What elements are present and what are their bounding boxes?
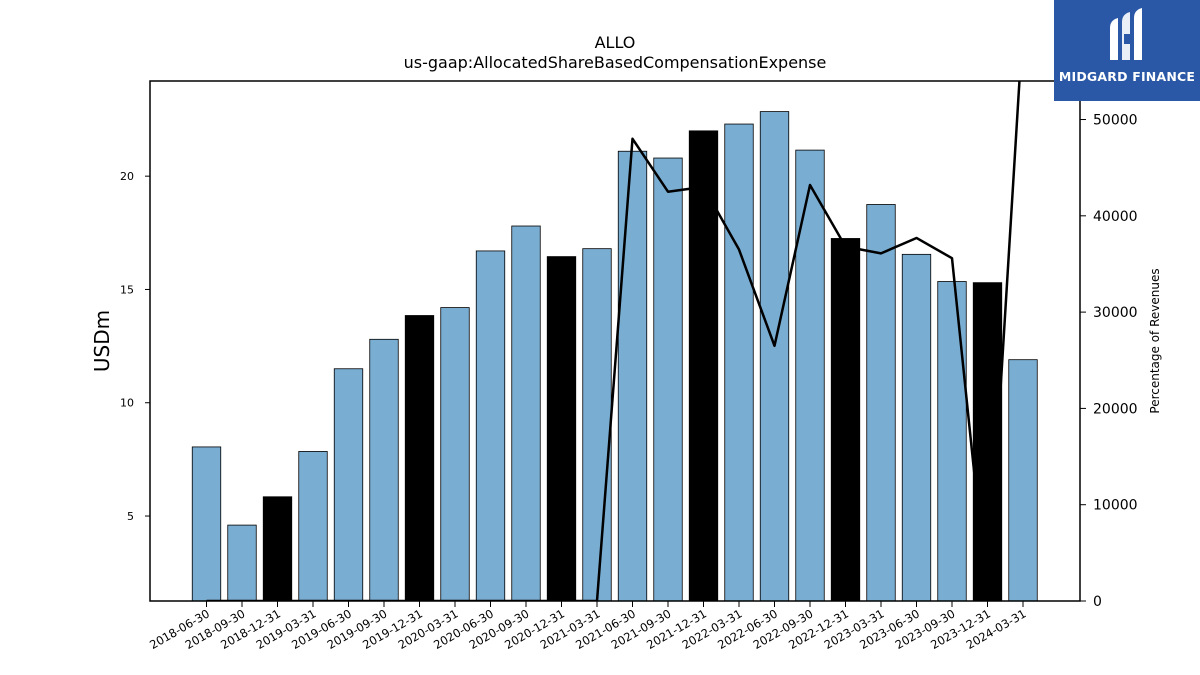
bar-2020-06-30	[475, 250, 506, 602]
bar-2023-03-31	[866, 204, 896, 602]
chart-subtitle: us-gaap:AllocatedShareBasedCompensationE…	[404, 53, 827, 72]
y2-tick-label-0: 0	[1093, 594, 1102, 610]
bar-2022-03-31	[724, 123, 754, 602]
bar-2020-12-31	[546, 256, 577, 602]
y-tick-label-20: 20	[120, 170, 134, 183]
bar-2019-12-31	[404, 315, 435, 602]
bar-2020-09-30	[511, 225, 541, 602]
y2-tick-label-30000: 30000	[1093, 305, 1138, 321]
bar-2019-09-30	[369, 338, 399, 602]
chart-title: ALLO	[595, 33, 636, 52]
bar-2022-12-31	[830, 238, 861, 602]
bar-2019-03-31	[298, 451, 328, 602]
bar-2021-12-31	[688, 130, 719, 602]
bar-2022-06-30	[759, 111, 790, 602]
y2-tick-label-20000: 20000	[1093, 401, 1138, 417]
y2-tick-label-10000: 10000	[1093, 498, 1138, 514]
y-tick-label-10: 10	[120, 397, 134, 410]
line-series	[206, 81, 1021, 601]
y-axis-label: USDm	[90, 310, 114, 372]
bar-2023-06-30	[901, 253, 932, 602]
midgard-logo-icon	[1110, 8, 1142, 60]
y-tick-label-15: 15	[120, 283, 134, 296]
bar-2020-03-31	[440, 307, 470, 602]
bar-2019-06-30	[333, 368, 364, 602]
y2-axis-label: Percentage of Revenues	[1148, 268, 1162, 413]
bar-2021-06-30	[617, 150, 648, 602]
bar-2022-09-30	[795, 149, 825, 602]
bar-2021-09-30	[653, 157, 683, 602]
bar-2018-12-31	[262, 496, 293, 602]
bar-2024-03-31	[1008, 359, 1038, 602]
brand-name: MIDGARD FINANCE	[1058, 69, 1196, 84]
y2-tick-label-50000: 50000	[1093, 113, 1138, 129]
bar-2023-09-30	[937, 281, 967, 602]
bar-2018-06-30	[191, 446, 222, 602]
bar-2021-03-31	[582, 248, 612, 602]
y2-tick-label-40000: 40000	[1093, 209, 1138, 225]
brand-logo: MIDGARD FINANCE	[1054, 0, 1200, 101]
bar-2018-09-30	[227, 524, 257, 602]
plot-frame	[149, 80, 1081, 602]
y-tick-label-5: 5	[127, 510, 134, 523]
